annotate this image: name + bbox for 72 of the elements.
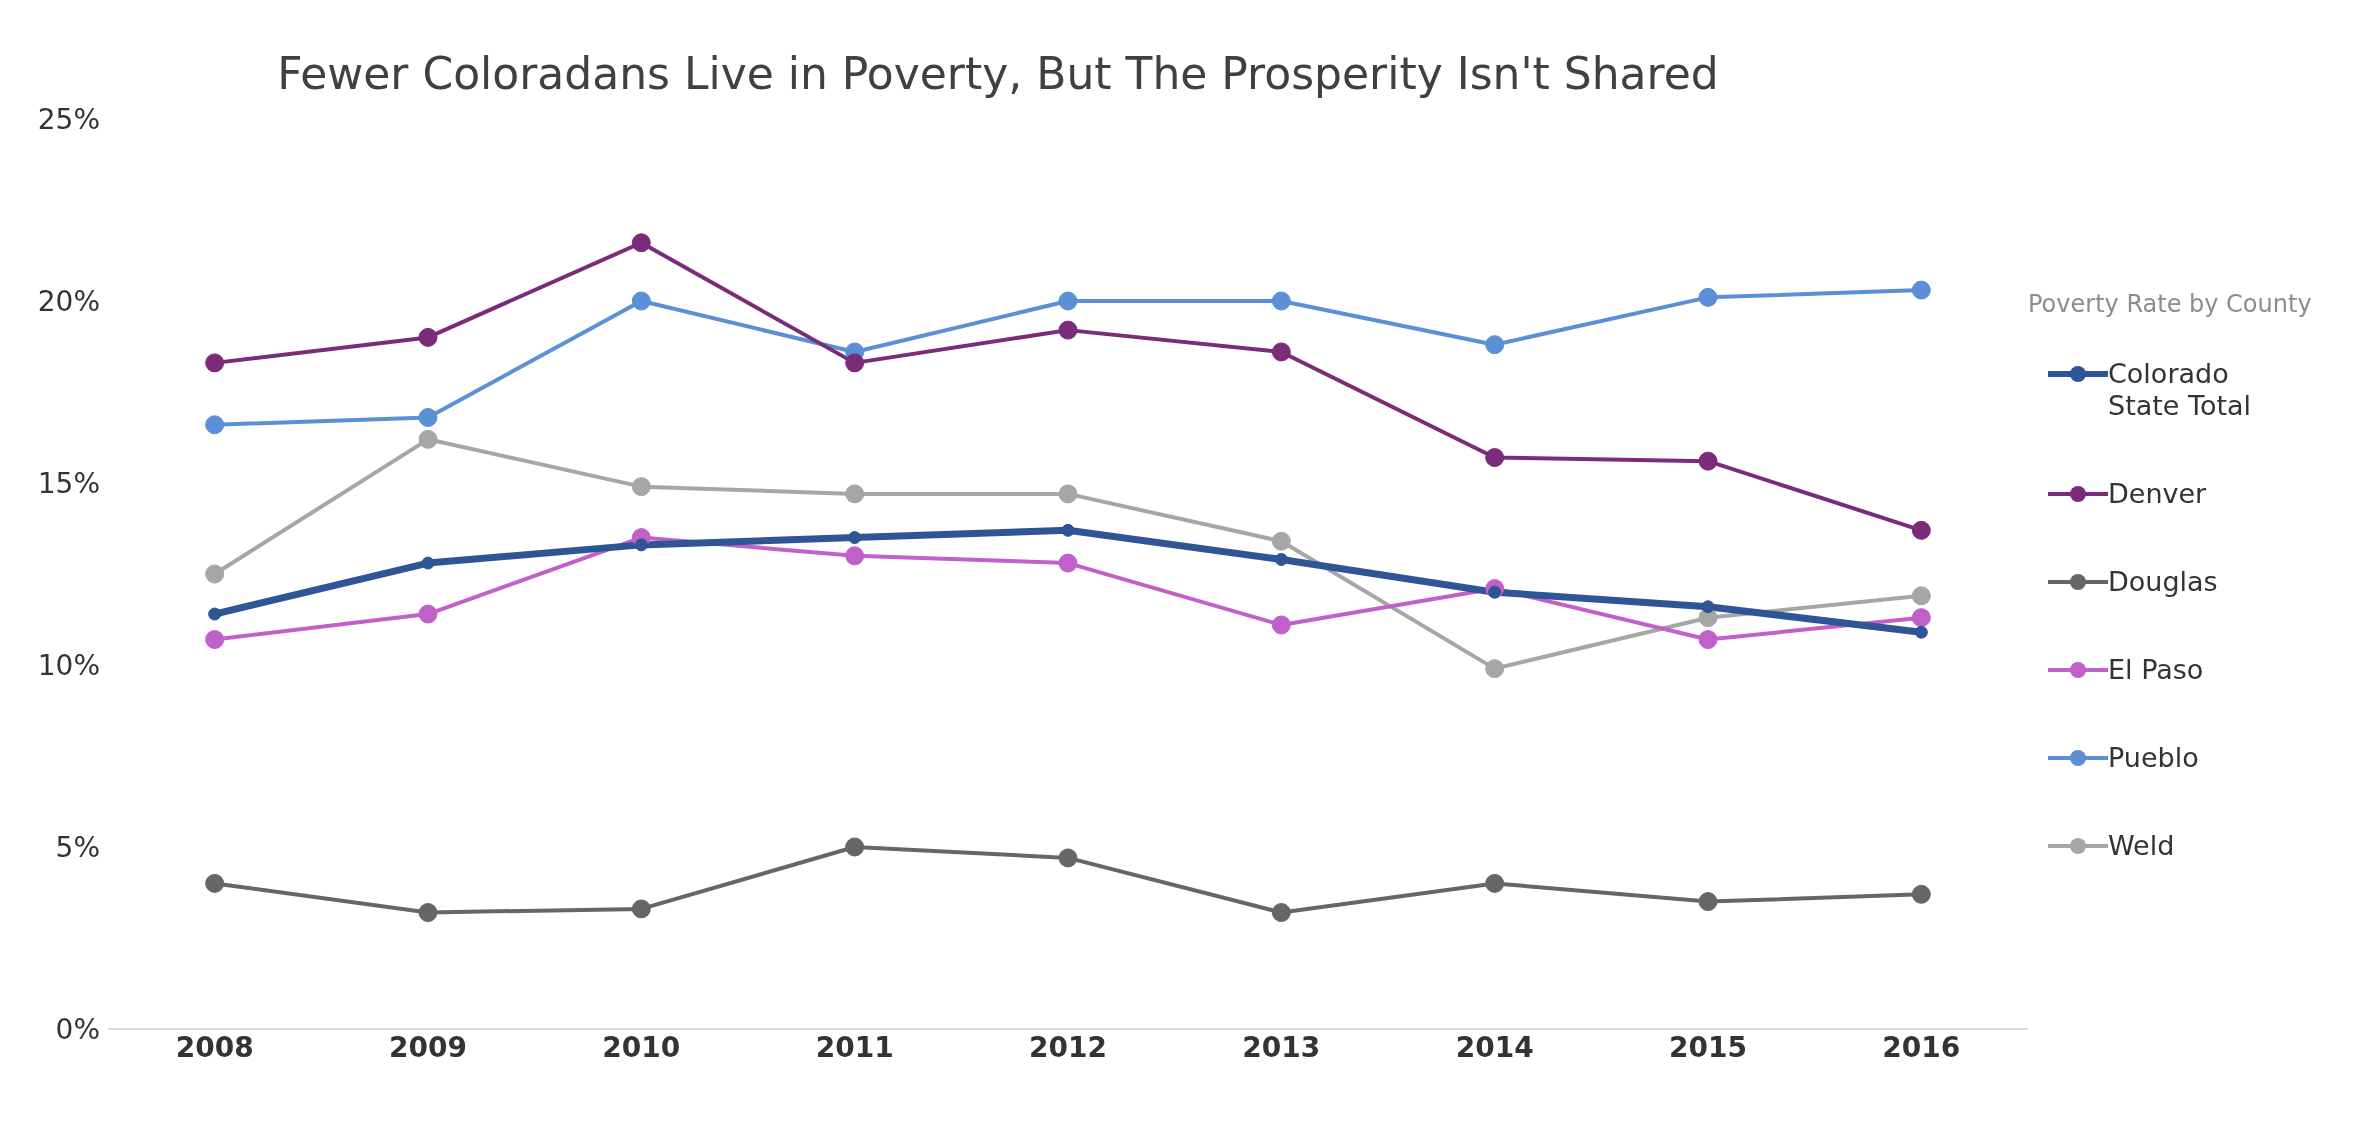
point bbox=[205, 353, 225, 373]
point bbox=[1058, 848, 1078, 868]
point bbox=[418, 429, 438, 449]
point bbox=[1271, 291, 1291, 311]
point bbox=[1914, 625, 1928, 639]
point bbox=[418, 604, 438, 624]
point bbox=[1271, 342, 1291, 362]
point bbox=[1274, 552, 1288, 566]
legend-label: Douglas bbox=[2108, 566, 2219, 598]
point bbox=[421, 556, 435, 570]
point bbox=[208, 607, 222, 621]
point bbox=[848, 531, 862, 545]
x-tick-label: 2008 bbox=[175, 1030, 254, 1064]
point bbox=[631, 233, 651, 253]
x-tick-label: 2009 bbox=[389, 1030, 467, 1064]
point bbox=[1271, 531, 1291, 551]
point bbox=[418, 327, 438, 347]
legend-label: Weld bbox=[2108, 830, 2176, 862]
point bbox=[1485, 659, 1505, 679]
point bbox=[1911, 608, 1931, 628]
point bbox=[634, 538, 648, 552]
y-tick-label: 5% bbox=[55, 830, 100, 864]
x-tick-label: 2011 bbox=[815, 1030, 894, 1064]
point bbox=[1911, 586, 1931, 606]
point bbox=[205, 564, 225, 584]
legend-label: Colorado State Total bbox=[2108, 358, 2253, 422]
legend-label: Denver bbox=[2108, 478, 2208, 510]
point bbox=[205, 630, 225, 650]
point bbox=[418, 903, 438, 923]
point bbox=[845, 484, 865, 504]
point bbox=[1271, 615, 1291, 635]
point bbox=[631, 477, 651, 497]
point bbox=[845, 353, 865, 373]
y-tick-label: 10% bbox=[37, 648, 100, 682]
point bbox=[1485, 335, 1505, 355]
point bbox=[1911, 280, 1931, 300]
point bbox=[205, 873, 225, 893]
point bbox=[1911, 520, 1931, 540]
y-tick-label: 20% bbox=[37, 284, 100, 318]
point bbox=[1058, 484, 1078, 504]
point bbox=[845, 546, 865, 566]
point bbox=[1698, 451, 1718, 471]
point bbox=[1701, 600, 1715, 614]
y-tick-label: 15% bbox=[37, 466, 100, 500]
point bbox=[1271, 903, 1291, 923]
legend-title: Poverty Rate by County bbox=[2028, 290, 2313, 318]
x-tick-label: 2015 bbox=[1669, 1030, 1747, 1064]
point bbox=[1698, 892, 1718, 912]
point bbox=[1698, 287, 1718, 307]
point bbox=[1485, 448, 1505, 468]
y-tick-label: 25% bbox=[37, 102, 100, 136]
point bbox=[418, 407, 438, 427]
point bbox=[1058, 553, 1078, 573]
point bbox=[845, 837, 865, 857]
point bbox=[1058, 320, 1078, 340]
point bbox=[1911, 884, 1931, 904]
x-tick-label: 2012 bbox=[1029, 1030, 1107, 1064]
point bbox=[1698, 630, 1718, 650]
y-tick-label: 0% bbox=[55, 1012, 100, 1046]
point bbox=[205, 415, 225, 435]
point bbox=[631, 899, 651, 919]
x-tick-label: 2013 bbox=[1242, 1030, 1321, 1064]
chart-title: Fewer Coloradans Live in Poverty, But The Prosperity Isn't Shared bbox=[276, 47, 1720, 99]
x-tick-label: 2014 bbox=[1455, 1030, 1534, 1064]
legend-label: Pueblo bbox=[2108, 742, 2200, 774]
legend-label: El Paso bbox=[2108, 654, 2205, 686]
x-tick-label: 2016 bbox=[1882, 1030, 1961, 1064]
point bbox=[1485, 873, 1505, 893]
point bbox=[1058, 291, 1078, 311]
point bbox=[1061, 523, 1075, 537]
point bbox=[631, 291, 651, 311]
x-tick-label: 2010 bbox=[602, 1030, 681, 1064]
